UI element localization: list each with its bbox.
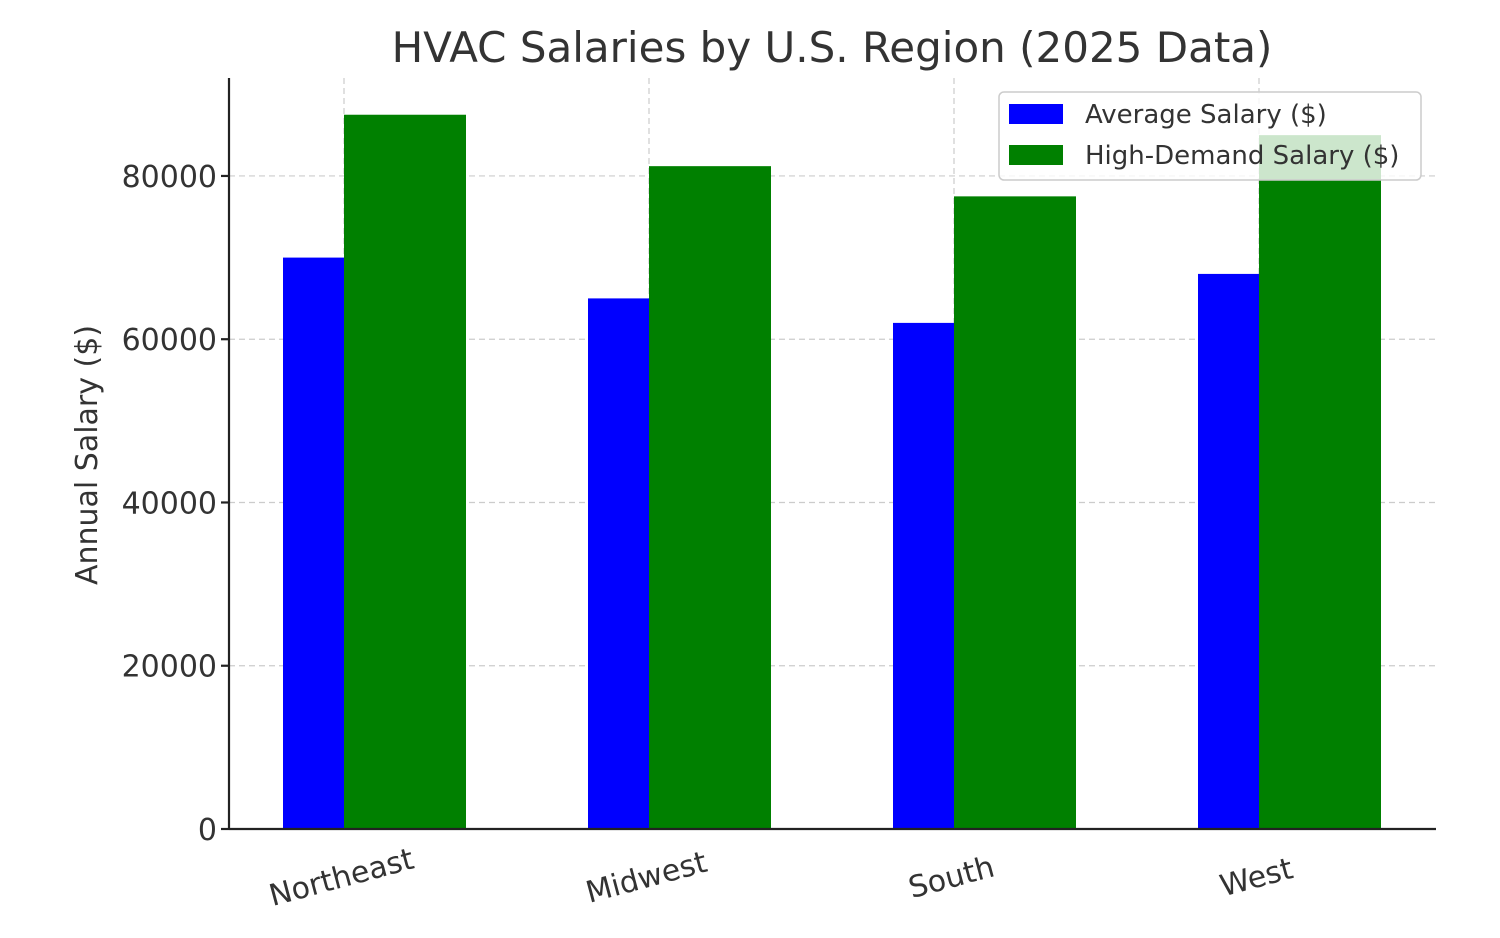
chart-title: HVAC Salaries by U.S. Region (2025 Data) [392,23,1273,72]
x-tick-label: Northeast [265,842,417,914]
y-tick-label: 40000 [122,486,217,521]
bar-average-salary [893,322,954,829]
y-tick-label: 60000 [122,323,217,358]
legend-swatch [1009,104,1063,124]
legend-box [998,91,1422,181]
y-tick-label: 80000 [122,160,217,195]
legend-label: Average Salary ($) [1085,100,1327,130]
x-tick-labels: Northeast Midwest South West [265,842,1296,914]
legend-label: High-Demand Salary ($) [1085,141,1399,171]
y-tick-label: 20000 [122,650,217,685]
bar-average-salary [283,257,344,830]
legend-swatch [1009,145,1063,165]
bar-high-demand-salary [344,114,466,829]
x-tick-label: Midwest [582,845,711,911]
y-axis-label: Annual Salary ($) [70,325,105,585]
axes [227,78,1436,831]
y-tick-label: 0 [198,813,217,848]
bar-average-salary [588,298,649,829]
bar-average-salary [1198,273,1259,829]
legend: Average Salary ($) High-Demand Salary ($) [998,91,1422,181]
y-tick-labels: 0 20000 40000 60000 80000 [122,160,229,848]
x-tick-label: South [905,850,998,906]
bars [283,114,1381,830]
bar-high-demand-salary [954,196,1076,829]
x-tick-label: West [1216,851,1297,904]
bar-high-demand-salary [1259,135,1381,830]
bar-high-demand-salary [649,166,771,829]
